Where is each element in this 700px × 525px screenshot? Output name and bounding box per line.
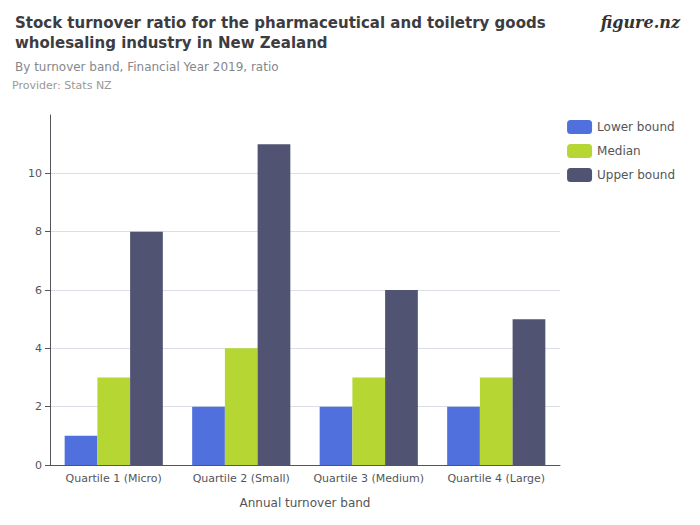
svg-text:8: 8 <box>35 225 42 238</box>
svg-text:10: 10 <box>28 167 42 180</box>
svg-text:Upper bound: Upper bound <box>597 168 675 182</box>
svg-text:Provider: Stats NZ: Provider: Stats NZ <box>12 79 112 92</box>
svg-text:wholesaling industry in New Ze: wholesaling industry in New Zealand <box>15 34 328 52</box>
svg-text:By turnover band, Financial Ye: By turnover band, Financial Year 2019, r… <box>15 60 279 74</box>
svg-text:4: 4 <box>35 342 42 355</box>
svg-text:figure.nz: figure.nz <box>600 13 681 32</box>
svg-text:2: 2 <box>35 400 42 413</box>
svg-text:Annual turnover band: Annual turnover band <box>240 496 371 510</box>
svg-text:6: 6 <box>35 284 42 297</box>
svg-text:Quartile 3 (Medium): Quartile 3 (Medium) <box>313 472 424 485</box>
svg-text:Quartile 1 (Micro): Quartile 1 (Micro) <box>66 472 162 485</box>
svg-text:Quartile 2 (Small): Quartile 2 (Small) <box>193 472 290 485</box>
svg-text:Lower bound: Lower bound <box>597 120 675 134</box>
svg-text:Quartile 4 (Large): Quartile 4 (Large) <box>447 472 545 485</box>
svg-text:Stock turnover ratio for the p: Stock turnover ratio for the pharmaceuti… <box>15 14 546 32</box>
svg-text:Median: Median <box>597 144 641 158</box>
svg-text:0: 0 <box>35 459 42 472</box>
